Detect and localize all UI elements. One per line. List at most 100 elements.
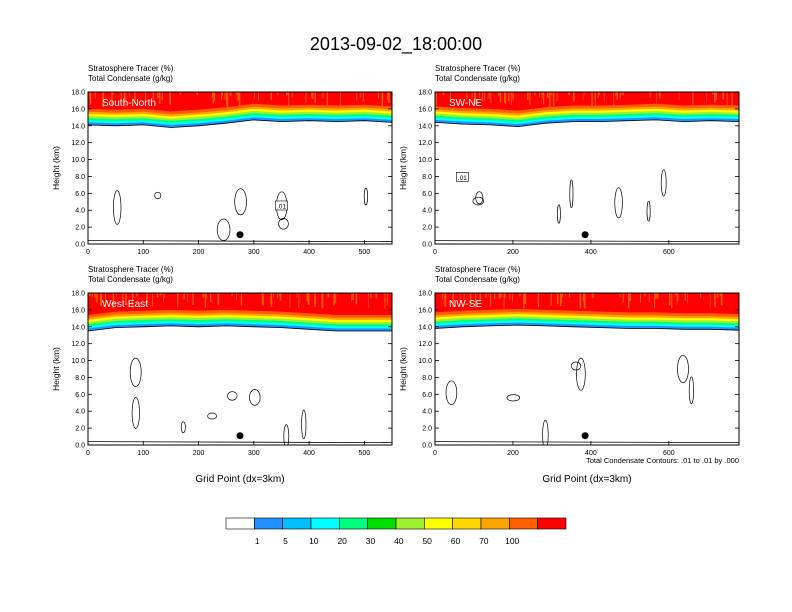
x-tick-label: 500 bbox=[359, 249, 371, 256]
colorbar-label: 20 bbox=[337, 536, 347, 546]
terrain-line bbox=[435, 240, 739, 243]
colorbar-box bbox=[339, 517, 368, 530]
colorbar-label: 70 bbox=[479, 536, 489, 546]
terrain-line bbox=[88, 240, 392, 243]
y-tick-label: 6.0 bbox=[422, 392, 432, 399]
y-tick-label: 12.0 bbox=[418, 140, 432, 147]
y-tick-label: 16.0 bbox=[418, 106, 432, 113]
panel-title-line1: Stratosphere Tracer (%) bbox=[88, 265, 174, 274]
panel-0: .01 South-North Stratosphere Tracer (%)Tot… bbox=[51, 64, 393, 256]
panel-title-line2: Total Condensate (g/kg) bbox=[88, 275, 173, 284]
tracer-band-7 bbox=[88, 293, 392, 315]
panel-label: South-North bbox=[102, 98, 156, 109]
condensate-contour bbox=[180, 421, 186, 434]
plot-area bbox=[88, 293, 392, 445]
location-marker bbox=[236, 231, 244, 239]
x-axis-label: Grid Point (dx=3km) bbox=[542, 474, 631, 485]
condensate-contour bbox=[570, 361, 582, 371]
tropopause-line bbox=[88, 325, 392, 332]
colorbar-label: 30 bbox=[366, 536, 376, 546]
y-tick-label: 8.0 bbox=[75, 174, 85, 181]
panel-label: SW-NE bbox=[449, 98, 482, 109]
plot-area bbox=[435, 293, 739, 445]
contour-label-box bbox=[275, 200, 288, 211]
colorbar-box bbox=[424, 517, 453, 530]
terrain-line bbox=[88, 441, 392, 444]
condensate-contour bbox=[576, 357, 586, 391]
plot-area: .01 bbox=[435, 92, 739, 244]
contour-label: .01 bbox=[277, 204, 286, 211]
colorbar-box bbox=[395, 517, 425, 530]
plot-area: .01 bbox=[88, 92, 392, 244]
condensate-contour bbox=[131, 396, 140, 429]
figure-title: 2013-09-02_18:00:00 bbox=[310, 34, 482, 55]
y-tick-label: 4.0 bbox=[422, 208, 432, 215]
y-tick-label: 14.0 bbox=[418, 123, 432, 130]
y-tick-label: 0.0 bbox=[75, 242, 85, 249]
colorbar-box bbox=[452, 517, 482, 530]
x-tick-label: 400 bbox=[303, 450, 315, 457]
location-marker bbox=[581, 231, 589, 239]
condensate-contour bbox=[113, 190, 122, 225]
colorbar-box bbox=[225, 517, 255, 530]
x-tick-label: 300 bbox=[248, 249, 260, 256]
y-tick-label: 2.0 bbox=[75, 225, 85, 232]
y-tick-label: 2.0 bbox=[75, 426, 85, 433]
y-tick-label: 16.0 bbox=[418, 307, 432, 314]
panel-title-line1: Stratosphere Tracer (%) bbox=[435, 265, 521, 274]
panel-title-line1: Stratosphere Tracer (%) bbox=[88, 64, 174, 73]
tropopause-line bbox=[88, 119, 392, 128]
plot-frame bbox=[434, 292, 740, 446]
condensate-contour bbox=[445, 380, 458, 405]
condensate-contour bbox=[301, 409, 307, 440]
y-tick-label: 0.0 bbox=[422, 242, 432, 249]
condensate-contour bbox=[363, 187, 368, 206]
y-tick-label: 6.0 bbox=[75, 191, 85, 198]
condensate-contour bbox=[472, 196, 484, 206]
panel-2: West-East Stratosphere Tracer (%)Total Co… bbox=[51, 265, 393, 485]
y-tick-label: 12.0 bbox=[71, 341, 85, 348]
location-marker bbox=[581, 432, 589, 440]
x-tick-label: 200 bbox=[507, 450, 519, 457]
plot-frame bbox=[434, 91, 740, 245]
tropopause-line bbox=[435, 119, 739, 128]
y-tick-label: 14.0 bbox=[418, 324, 432, 331]
condensate-contour bbox=[542, 419, 549, 445]
plot-frame bbox=[87, 292, 393, 446]
panel-1: .01 SW-NE Stratosphere Tracer (%)Total Con… bbox=[398, 64, 740, 256]
y-tick-label: 4.0 bbox=[75, 208, 85, 215]
condensate-contour bbox=[569, 179, 574, 209]
y-tick-label: 10.0 bbox=[418, 157, 432, 164]
colorbar-label: 50 bbox=[422, 536, 432, 546]
colorbar-label: 40 bbox=[394, 536, 404, 546]
condensate-contour bbox=[677, 354, 689, 384]
y-tick-label: 18.0 bbox=[418, 291, 432, 298]
y-tick-label: 14.0 bbox=[71, 324, 85, 331]
condensate-contour bbox=[557, 204, 561, 224]
y-tick-label: 0.0 bbox=[422, 443, 432, 450]
condensate-contour bbox=[688, 376, 694, 405]
condensate-contour bbox=[207, 412, 217, 420]
x-tick-label: 0 bbox=[86, 249, 90, 256]
y-axis-label: Height (km) bbox=[398, 347, 408, 391]
y-tick-label: 18.0 bbox=[71, 90, 85, 97]
x-tick-label: 600 bbox=[663, 249, 675, 256]
colorbar-label: 1 bbox=[255, 536, 260, 546]
panel-title-line2: Total Condensate (g/kg) bbox=[435, 74, 520, 83]
colorbar-label: 60 bbox=[451, 536, 461, 546]
condensate-contour bbox=[154, 191, 162, 200]
colorbar-box bbox=[254, 517, 283, 530]
condensate-contour bbox=[660, 169, 667, 197]
contour-label-box bbox=[455, 172, 469, 182]
y-tick-label: 16.0 bbox=[71, 106, 85, 113]
y-tick-label: 4.0 bbox=[422, 409, 432, 416]
y-tick-label: 6.0 bbox=[75, 392, 85, 399]
x-tick-label: 200 bbox=[507, 249, 519, 256]
colorbar-box bbox=[310, 517, 340, 530]
tropopause-line bbox=[435, 324, 739, 331]
colorbar-box bbox=[480, 517, 510, 530]
x-tick-label: 200 bbox=[193, 450, 205, 457]
y-tick-label: 2.0 bbox=[422, 225, 432, 232]
